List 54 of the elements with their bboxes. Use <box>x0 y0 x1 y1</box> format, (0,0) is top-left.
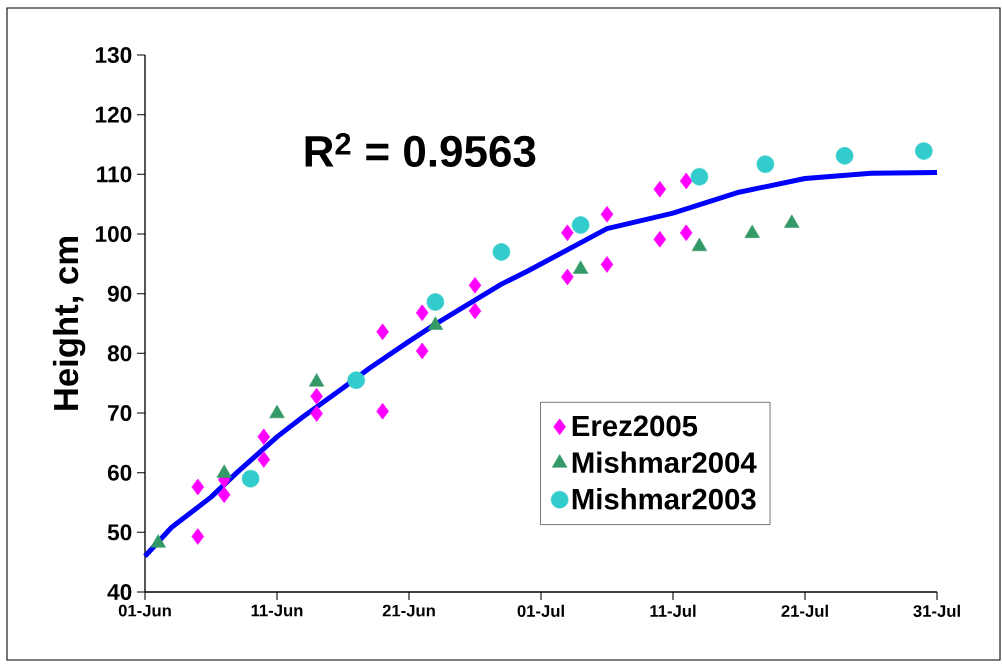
y-tick-label: 70 <box>108 404 132 422</box>
x-tick-label: 21-Jun <box>382 604 435 617</box>
x-tick-label: 31-Jul <box>913 604 960 617</box>
point <box>217 486 231 504</box>
point <box>690 167 709 186</box>
point <box>347 371 365 389</box>
point <box>310 405 323 422</box>
point <box>679 172 693 190</box>
point <box>308 373 325 387</box>
point <box>571 216 590 234</box>
point <box>241 469 260 488</box>
legend-label: Mishmar2003 <box>572 488 756 510</box>
point <box>376 402 389 420</box>
point <box>468 302 482 320</box>
point <box>376 323 389 341</box>
y-axis-title: Height, cm <box>52 237 86 410</box>
y-tick-label: 90 <box>107 285 132 302</box>
point <box>561 224 574 242</box>
y-tick-label: 130 <box>95 46 132 64</box>
point <box>600 206 614 223</box>
y-tick-label: 80 <box>107 345 132 362</box>
y-tick-label: 50 <box>107 524 132 541</box>
point <box>756 155 775 173</box>
point <box>915 142 933 160</box>
point <box>679 224 693 242</box>
y-tick-label: 40 <box>107 583 132 601</box>
point <box>426 293 445 311</box>
point <box>191 528 205 545</box>
point <box>310 388 323 405</box>
y-tick-label: 100 <box>95 225 132 243</box>
x-tick-label: 11-Jul <box>650 604 696 617</box>
x-tick-label: 21-Jul <box>781 604 828 617</box>
point <box>653 231 667 248</box>
point <box>415 342 429 360</box>
annotation: R$^{2}$ = 0.9563 <box>305 133 536 168</box>
point <box>835 147 854 165</box>
point <box>561 268 574 286</box>
point <box>492 243 511 261</box>
y-tick-label: 120 <box>95 106 132 123</box>
legend-label: Erez2005 <box>572 415 698 437</box>
point <box>468 277 482 294</box>
x-tick-label: 01-Jul <box>517 604 564 617</box>
point <box>653 180 667 198</box>
point <box>257 428 271 446</box>
y-tick-label: 60 <box>107 464 132 481</box>
point <box>600 256 614 273</box>
point <box>691 237 708 252</box>
point <box>257 451 271 468</box>
x-tick-label: 01-Jun <box>118 604 171 617</box>
y-tick-label: 110 <box>97 166 132 183</box>
point <box>415 304 429 322</box>
point <box>191 478 205 496</box>
legend-label: Mishmar2004 <box>572 451 757 473</box>
x-tick-label: 11-Jun <box>251 604 303 617</box>
